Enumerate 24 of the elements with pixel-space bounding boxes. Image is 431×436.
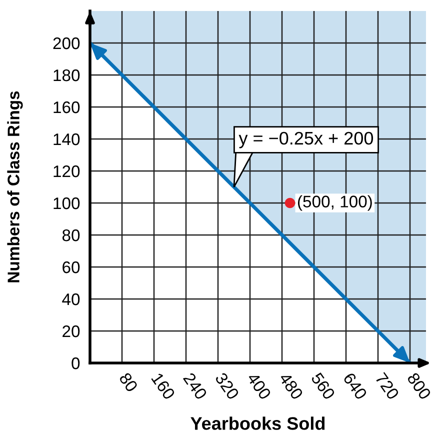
x-tick-label: 480	[278, 372, 304, 400]
y-tick-label: 60	[62, 261, 80, 274]
annotation: y = −0.25x + 200	[238, 132, 374, 148]
x-tick-label: 80	[118, 372, 138, 393]
y-tick-label: 20	[62, 325, 80, 338]
x-tick-label: 400	[246, 372, 272, 400]
y-tick-label: 0	[72, 357, 80, 370]
x-axis-title: Yearbooks Sold	[190, 416, 325, 430]
x-tick-label: 240	[182, 372, 208, 400]
y-tick-label: 100	[54, 197, 80, 210]
y-tick-label: 80	[62, 229, 80, 242]
x-tick-label: 560	[310, 372, 336, 400]
y-tick-label: 160	[54, 101, 80, 114]
y-tick-label: 40	[62, 293, 80, 306]
x-tick-label: 320	[214, 372, 240, 400]
y-tick-label: 200	[53, 37, 80, 50]
x-tick-label: 160	[151, 372, 176, 400]
y-tick-label: 180	[54, 69, 80, 82]
x-tick-label: 640	[342, 372, 368, 400]
data-label: (500, 100)	[298, 195, 372, 211]
y-tick-label: 120	[54, 165, 80, 178]
x-tick-label: 720	[374, 372, 400, 400]
y-axis-title: Numbers of Class Rings	[7, 91, 23, 282]
y-tick-label: 140	[54, 133, 80, 146]
